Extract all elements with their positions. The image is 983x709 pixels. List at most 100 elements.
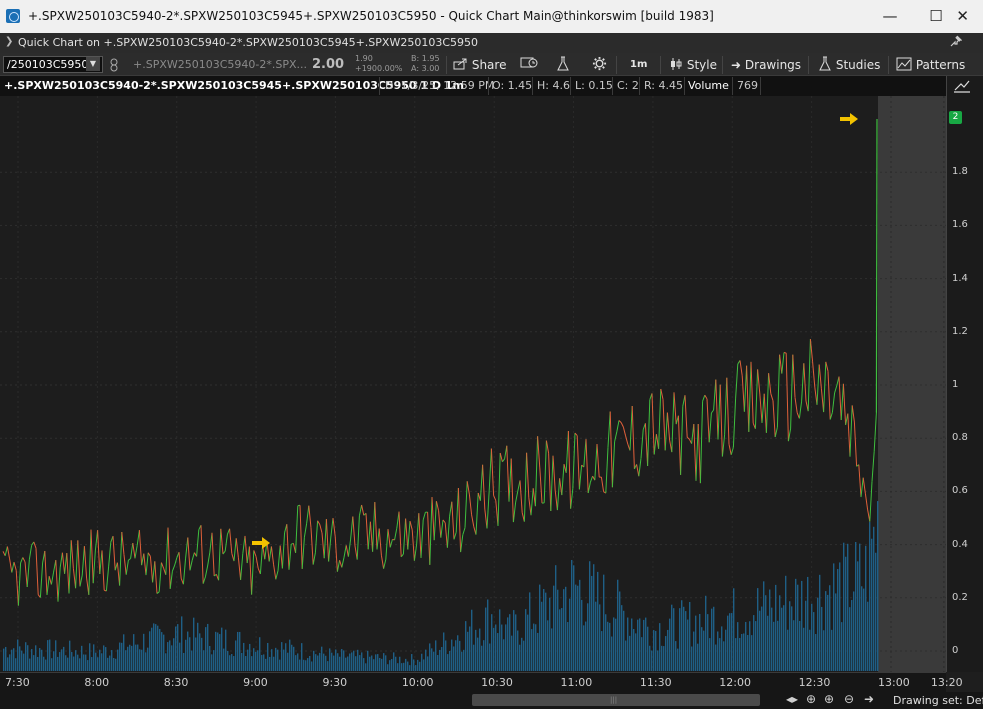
- volume-bar: [309, 655, 311, 671]
- ask-price: A: 3.00: [411, 64, 440, 73]
- volume-bar: [59, 652, 61, 671]
- style-button[interactable]: Style: [669, 56, 717, 74]
- drawings-button[interactable]: ➜ Drawings: [731, 56, 801, 74]
- price-line-segment: [394, 528, 398, 540]
- volume-bar: [579, 579, 581, 671]
- symbol-dropdown-icon[interactable]: ▼: [86, 57, 100, 71]
- volume-bar: [569, 598, 571, 671]
- volume-bar: [279, 659, 281, 671]
- flask-icon[interactable]: [556, 56, 570, 74]
- zoom-out-icon[interactable]: ⊖: [844, 692, 855, 706]
- price-line-segment: [644, 423, 649, 466]
- price-line-segment: [138, 530, 143, 566]
- price-line-segment: [387, 529, 391, 548]
- gear-icon[interactable]: [592, 56, 607, 74]
- symbol-input[interactable]: /250103C5950: [3, 56, 103, 73]
- drawing-set-label[interactable]: Drawing set: Defa: [893, 694, 983, 707]
- crosshair-icon[interactable]: ⊕: [806, 692, 817, 706]
- volume-bar: [375, 654, 377, 671]
- price-axis-tick-label: 1.6: [952, 219, 968, 231]
- volume-bar: [437, 655, 439, 671]
- price-line-segment: [444, 522, 448, 548]
- volume-bar: [615, 618, 617, 671]
- time-axis-tick-label: 13:00: [878, 676, 910, 689]
- volume-bar: [359, 655, 361, 671]
- price-line-segment: [545, 440, 550, 454]
- horizontal-scrollbar[interactable]: |||: [472, 694, 760, 706]
- link-chain-icon[interactable]: [110, 58, 120, 72]
- price-line-segment: [72, 568, 77, 589]
- price-line-segment: [31, 541, 35, 546]
- pin-icon[interactable]: [950, 35, 963, 50]
- price-line-segment: [710, 409, 715, 414]
- volume-bar: [517, 630, 519, 671]
- price-line-segment: [361, 504, 365, 516]
- price-line-segment: [112, 536, 116, 571]
- price-line-segment: [809, 339, 814, 362]
- toolbar-divider: [660, 56, 661, 74]
- volume-bar: [857, 561, 859, 671]
- price-line-segment: [244, 535, 248, 564]
- timeframe-button[interactable]: 1m: [630, 59, 648, 70]
- price-line-segment: [64, 553, 68, 574]
- volume-bar: [327, 661, 329, 671]
- price-line-segment: [636, 464, 640, 477]
- volume-bar: [867, 601, 869, 671]
- price-line-segment: [834, 385, 838, 394]
- price-line-segment: [429, 497, 433, 565]
- volume-bar: [49, 639, 51, 671]
- price-line-segment: [435, 501, 440, 511]
- volume-bar: [589, 561, 591, 671]
- expand-arrows-icon[interactable]: ◂▸: [786, 692, 799, 706]
- volume-bar: [853, 591, 855, 671]
- volume-bar: [841, 622, 843, 671]
- chart-plot-area[interactable]: [0, 96, 946, 672]
- volume-bar: [165, 653, 167, 671]
- close-window-button[interactable]: ✕: [956, 7, 969, 25]
- bar-open: O: 1.45: [492, 79, 533, 92]
- volume-bar: [61, 649, 63, 671]
- maximize-button[interactable]: ☐: [929, 7, 943, 25]
- volume-bar: [195, 637, 197, 671]
- volume-bar: [689, 601, 691, 671]
- share-button[interactable]: Share: [453, 56, 506, 74]
- volume-bar: [739, 638, 741, 671]
- price-line-segment: [57, 567, 61, 602]
- volume-bar: [173, 638, 175, 671]
- price-axis-settings-icon[interactable]: [953, 78, 971, 98]
- volume-bar: [639, 618, 641, 671]
- volume-bar: [439, 649, 441, 671]
- time-axis[interactable]: [0, 672, 946, 692]
- price-axis[interactable]: [946, 76, 983, 672]
- volume-bar: [259, 637, 261, 671]
- studies-button[interactable]: Studies: [818, 56, 880, 74]
- volume-bar: [231, 653, 233, 671]
- price-line-segment: [660, 388, 664, 400]
- volume-bar: [717, 631, 719, 671]
- volume-bar: [333, 655, 335, 671]
- arrow-right-icon[interactable]: ➜: [864, 692, 875, 706]
- price-line-segment: [750, 361, 754, 424]
- price-line-segment: [389, 539, 393, 548]
- volume-bar: [493, 627, 495, 671]
- volume-bar: [265, 658, 267, 671]
- info-divider: [639, 77, 640, 95]
- patterns-button[interactable]: Patterns: [896, 56, 965, 74]
- time-axis-tick-label: 9:00: [243, 676, 268, 689]
- price-line-segment: [380, 555, 385, 569]
- price-line-segment: [416, 513, 420, 545]
- price-line-segment: [407, 521, 411, 550]
- chart-settings-template-icon[interactable]: [520, 56, 538, 74]
- volume-bar: [121, 642, 123, 671]
- minimize-button[interactable]: —: [882, 7, 898, 25]
- volume-bar: [795, 578, 797, 671]
- volume-bar: [803, 627, 805, 671]
- volume-bar: [427, 656, 429, 671]
- price-axis-tick-label: 1.8: [952, 166, 968, 178]
- zoom-in-icon[interactable]: ⊕: [824, 692, 835, 706]
- collapse-chevron-icon[interactable]: ❯: [5, 36, 14, 47]
- volume-bar: [301, 643, 303, 671]
- price-line-segment: [475, 492, 479, 535]
- price-line-segment: [2, 551, 6, 556]
- volume-bar: [573, 565, 575, 671]
